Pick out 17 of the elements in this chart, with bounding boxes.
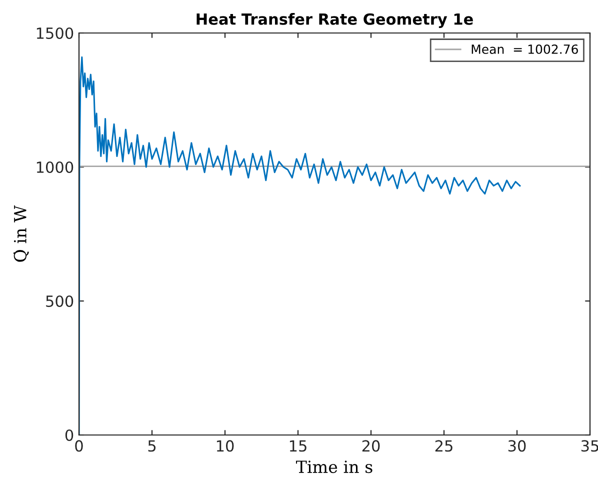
- y-tick-label: 500: [46, 295, 74, 308]
- x-tick-label: 30: [508, 440, 526, 452]
- x-tick-label: 10: [216, 440, 234, 452]
- legend-label: Mean = 1002.76: [472, 44, 578, 54]
- y-tick-label: 0: [65, 429, 74, 442]
- chart-title: Heat Transfer Rate Geometry 1e: [196, 13, 473, 28]
- x-tick-label: 35: [581, 440, 598, 452]
- x-tick-label: 15: [290, 440, 306, 452]
- line-series: [79, 56, 521, 435]
- y-tick-label: 1500: [36, 27, 74, 40]
- x-tick-label: 20: [362, 440, 380, 452]
- x-axis-title: Time in s: [296, 460, 372, 474]
- x-tick-label: 5: [148, 440, 156, 452]
- y-tick-label: 1000: [36, 161, 74, 174]
- x-tick-label: 25: [435, 440, 452, 452]
- x-tick-label: 0: [75, 440, 83, 452]
- y-axis-title: Q̇ in W: [13, 205, 29, 262]
